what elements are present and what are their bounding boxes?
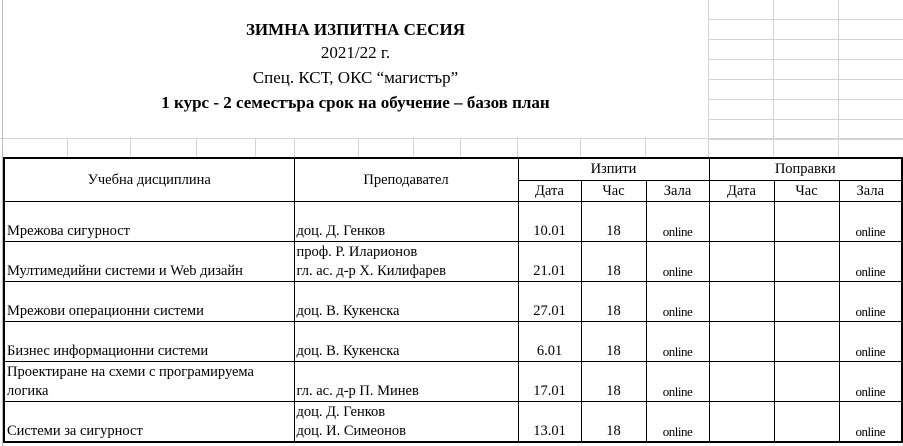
subject-cell-line: Проектиране на схеми с програмируема	[7, 364, 254, 380]
teacher-cell-line: доц. В. Кукенска	[296, 303, 400, 319]
subject-cell[interactable]: Мрежова сигурност	[3, 201, 295, 242]
subject-cell-line	[7, 403, 292, 422]
header-exam-room[interactable]: Зала	[645, 180, 710, 202]
subject-cell-line	[7, 323, 292, 342]
subject-cell-line: логика	[7, 383, 49, 399]
exam-date-cell[interactable]: 21.01	[517, 241, 582, 282]
teacher-cell[interactable]: доц. В. Кукенска	[293, 281, 519, 322]
teacher-cell-line	[297, 363, 516, 382]
subject-cell[interactable]: Бизнес информационни системи	[3, 321, 295, 362]
header-exams[interactable]: Изпити	[517, 157, 710, 181]
subject-cell-line: Системи за сигурност	[7, 423, 143, 439]
teacher-cell[interactable]: гл. ас. д-р П. Минев	[293, 361, 519, 402]
subject-cell[interactable]: Мултимедийни системи и Web дизайн	[3, 241, 295, 282]
retake-date-cell[interactable]	[708, 241, 775, 282]
subject-cell-line: Мрежови операционни системи	[7, 303, 204, 319]
exam-date-cell[interactable]: 6.01	[517, 321, 582, 362]
header-retake-date[interactable]: Дата	[708, 180, 775, 202]
exam-hour-cell[interactable]: 18	[580, 241, 647, 282]
retake-date-cell[interactable]	[708, 201, 775, 242]
exam-schedule-table: Учебна дисциплина Преподавател Изпити По…	[3, 157, 903, 443]
retake-hour-cell[interactable]	[773, 201, 840, 242]
exam-hour-cell[interactable]: 18	[580, 201, 647, 242]
retake-room-cell[interactable]: online	[838, 241, 903, 282]
header-exam-date[interactable]: Дата	[517, 180, 582, 202]
subject-cell-line	[7, 243, 292, 262]
exam-date-cell[interactable]: 10.01	[517, 201, 582, 242]
teacher-cell-line: гл. ас. д-р Х. Килифарев	[296, 263, 446, 279]
study-plan: 1 курс - 2 семестъра срок на обучение – …	[161, 93, 550, 112]
retake-date-cell[interactable]	[708, 281, 775, 322]
sheet-gridlines	[708, 0, 903, 157]
retake-date-cell[interactable]	[708, 321, 775, 362]
header-retakes[interactable]: Поправки	[708, 157, 903, 181]
retake-hour-cell[interactable]	[773, 361, 840, 402]
retake-date-cell[interactable]	[708, 361, 775, 402]
teacher-cell[interactable]: доц. Д. Генков	[293, 201, 519, 242]
retake-room-cell[interactable]: online	[838, 201, 903, 242]
retake-room-cell[interactable]: online	[838, 361, 903, 402]
exam-date-cell[interactable]: 27.01	[517, 281, 582, 322]
teacher-cell[interactable]: доц. Д. Генков доц. И. Симеонов	[293, 401, 519, 443]
retake-room-cell[interactable]: online	[838, 281, 903, 322]
exam-date-cell[interactable]: 17.01	[517, 361, 582, 402]
header-retake-room[interactable]: Зала	[838, 180, 903, 202]
exam-hour-cell[interactable]: 18	[580, 361, 647, 402]
teacher-cell-line: проф. Р. Иларионов	[296, 244, 418, 260]
sheet-left-edge	[2, 0, 3, 446]
header-subject[interactable]: Учебна дисциплина	[3, 157, 295, 202]
retake-hour-cell[interactable]	[773, 241, 840, 282]
teacher-cell[interactable]: проф. Р. Иларионов гл. ас. д-р Х. Килифар…	[293, 241, 519, 282]
table-row: Мултимедийни системи и Web дизайн проф. Р…	[3, 241, 903, 282]
subject-cell-line: Бизнес информационни системи	[7, 343, 209, 359]
exam-room-cell[interactable]: online	[645, 321, 710, 362]
subject-cell-line: Мрежова сигурност	[7, 223, 130, 239]
teacher-cell-line: доц. Д. Генков	[296, 404, 386, 420]
exam-room-cell[interactable]: online	[645, 361, 710, 402]
teacher-cell-line: доц. И. Симеонов	[296, 423, 407, 439]
teacher-cell-line	[297, 323, 516, 342]
header-exam-hour[interactable]: Час	[580, 180, 647, 202]
header-teacher[interactable]: Преподавател	[293, 157, 519, 202]
exam-room-cell[interactable]: online	[645, 241, 710, 282]
retake-room-cell[interactable]: online	[838, 321, 903, 362]
subject-cell[interactable]: Системи за сигурност	[3, 401, 295, 443]
exam-date-cell[interactable]: 13.01	[517, 401, 582, 443]
retake-date-cell[interactable]	[708, 401, 775, 443]
teacher-cell[interactable]: доц. В. Кукенска	[293, 321, 519, 362]
title: ЗИМНА ИЗПИТНА СЕСИЯ	[245, 20, 466, 39]
academic-year: 2021/22 г.	[320, 43, 391, 62]
header-retake-hour[interactable]: Час	[773, 180, 840, 202]
exam-hour-cell[interactable]: 18	[580, 321, 647, 362]
teacher-cell-line: доц. Д. Генков	[296, 223, 386, 239]
sheet-gridline-row	[0, 138, 903, 158]
table-row: Бизнес информационни системи доц. В. Кук…	[3, 321, 903, 362]
teacher-cell-line	[297, 203, 516, 222]
retake-hour-cell[interactable]	[773, 321, 840, 362]
table-row: Системи за сигурност доц. Д. Генков доц. И…	[3, 401, 903, 443]
subject-cell-line: Мултимедийни системи и Web дизайн	[7, 263, 243, 279]
subject-cell[interactable]: Мрежови операционни системи	[3, 281, 295, 322]
exam-room-cell[interactable]: online	[645, 281, 710, 322]
table-row: Проектиране на схеми с програмируема логи…	[3, 361, 903, 402]
table-row: Мрежова сигурност доц. Д. Генков 10.01 18 o…	[3, 201, 903, 242]
subject-cell-line	[7, 283, 292, 302]
title-cell[interactable]: ЗИМНА ИЗПИТНА СЕСИЯ 2021/22 г. Спец. КСТ…	[3, 0, 708, 138]
exam-hour-cell[interactable]: 18	[580, 281, 647, 322]
teacher-cell-line: доц. В. Кукенска	[296, 343, 400, 359]
retake-room-cell[interactable]: online	[838, 401, 903, 443]
table-row: Мрежови операционни системи доц. В. Куке…	[3, 281, 903, 322]
subject-cell-line	[7, 203, 292, 222]
retake-hour-cell[interactable]	[773, 401, 840, 443]
subject-cell[interactable]: Проектиране на схеми с програмируема логи…	[3, 361, 295, 402]
exam-room-cell[interactable]: online	[645, 401, 710, 443]
teacher-cell-line	[297, 283, 516, 302]
teacher-cell-line: гл. ас. д-р П. Минев	[296, 383, 419, 399]
specialty: Спец. КСТ, ОКС “магистър”	[252, 68, 459, 87]
exam-room-cell[interactable]: online	[645, 201, 710, 242]
exam-hour-cell[interactable]: 18	[580, 401, 647, 443]
retake-hour-cell[interactable]	[773, 281, 840, 322]
